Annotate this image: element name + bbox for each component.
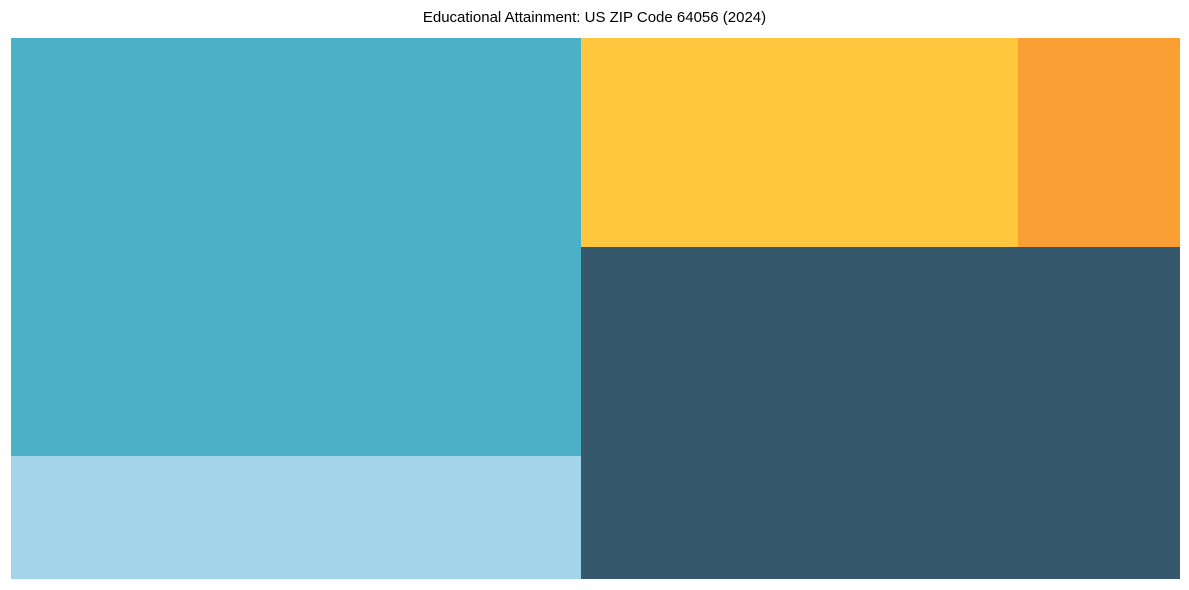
treemap-tile-4-light-blue[interactable]: [11, 456, 581, 579]
treemap-tile-3-yellow[interactable]: [581, 38, 1018, 247]
treemap-tile-2-dark-slate[interactable]: [581, 247, 1180, 579]
treemap-tile-1-teal[interactable]: [11, 38, 581, 456]
chart-title: Educational Attainment: US ZIP Code 6405…: [422, 9, 767, 26]
treemap-tile-5-orange[interactable]: [1018, 38, 1180, 247]
